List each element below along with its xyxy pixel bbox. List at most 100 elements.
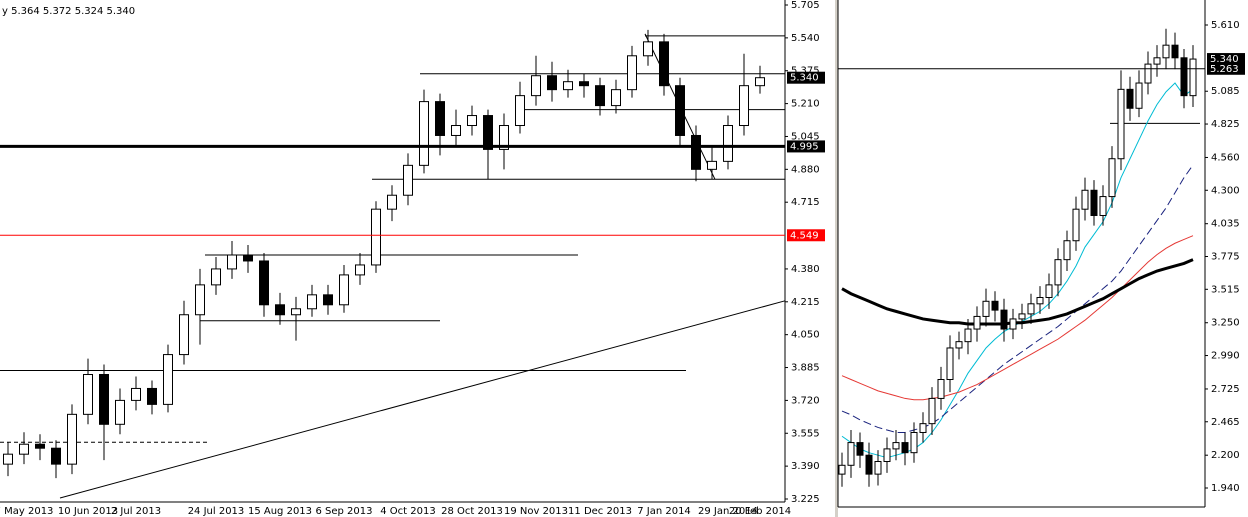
candle-body (51, 447, 61, 465)
y-tick-label: 4.825 (1211, 119, 1240, 130)
price-label-box (787, 229, 825, 242)
candle-body (1108, 158, 1116, 198)
price-label: 5.263 (1210, 64, 1239, 75)
candle-body (723, 125, 733, 162)
candle-body (847, 442, 855, 466)
candle-body (1036, 297, 1044, 305)
y-tick-label: 1.940 (1211, 483, 1240, 494)
candle-body (928, 397, 936, 425)
y-tick-label: 5.705 (791, 0, 820, 11)
candle-body (195, 284, 205, 316)
price-label: 5.340 (790, 73, 819, 84)
y-tick-label: 4.880 (791, 164, 820, 175)
panel-separator (835, 0, 838, 517)
candle-body (883, 448, 891, 463)
candle-body (691, 134, 701, 170)
candle-body (1018, 313, 1026, 320)
x-tick-label: 7 Jan 2014 (637, 506, 691, 517)
y-tick-label: 3.555 (791, 428, 820, 439)
candle-body (371, 208, 381, 266)
candle-body (179, 314, 189, 356)
candle-body (163, 354, 173, 405)
candle-body (973, 315, 981, 330)
candle-body (547, 75, 557, 91)
y-tick-label: 3.720 (791, 395, 820, 406)
price-label: 4.995 (790, 141, 819, 152)
candle-body (227, 254, 237, 270)
y-tick-label: 4.050 (791, 330, 820, 341)
candle-body (1144, 63, 1152, 84)
candle-body (67, 413, 77, 465)
candle-body (515, 95, 525, 127)
candle-body (1162, 44, 1170, 59)
candle-body (1045, 284, 1053, 299)
candle-body (355, 264, 365, 276)
y-tick-label: 2.465 (1211, 417, 1240, 428)
candle-body (865, 454, 873, 475)
candle-body (1054, 259, 1062, 286)
candle-body (435, 101, 445, 136)
candle-body (1153, 57, 1161, 65)
candle-body (1009, 318, 1017, 330)
moving-average (841, 164, 1194, 433)
candle-body (1000, 309, 1008, 330)
candle-body (323, 294, 333, 306)
candle-body (838, 464, 846, 475)
candle-body (243, 254, 253, 262)
candle-body (595, 85, 605, 107)
y-tick-label: 5.210 (791, 99, 820, 110)
candle-body (946, 347, 954, 381)
candle-body (1027, 303, 1035, 315)
candle-body (982, 300, 990, 317)
candle-body (659, 41, 669, 87)
y-tick-label: 4.380 (791, 264, 820, 275)
candle-body (892, 442, 900, 450)
candle-body (83, 374, 93, 415)
candle-body (99, 374, 109, 425)
candle-body (1135, 82, 1143, 109)
y-tick-label: 3.250 (1211, 318, 1240, 329)
candle-body (211, 268, 221, 286)
candle-body (874, 461, 882, 475)
price-label-box (787, 140, 825, 153)
candle-body (1189, 58, 1197, 97)
price-label-box (787, 71, 825, 84)
candle-body (964, 328, 972, 343)
y-tick-label: 3.885 (791, 363, 820, 374)
candle-body (919, 423, 927, 433)
trendline (59, 300, 786, 499)
y-tick-label: 2.990 (1211, 351, 1240, 362)
symbol-header: y 5.364 5.372 5.324 5.340 (2, 6, 135, 17)
candle-body (451, 125, 461, 136)
candle-body (1117, 88, 1125, 160)
x-tick-label: 15 Aug 2013 (248, 506, 312, 517)
moving-average (841, 258, 1194, 326)
candle-body (643, 41, 653, 57)
candle-body (611, 89, 621, 107)
candle-body (259, 260, 269, 306)
candle-body (955, 341, 963, 349)
x-tick-label: 7 May 2013 (0, 506, 53, 517)
y-tick-label: 2.725 (1211, 384, 1240, 395)
y-tick-label: 5.540 (791, 33, 820, 44)
candle-body (579, 81, 589, 87)
candle-body (291, 308, 301, 316)
price-label-box (1207, 62, 1245, 75)
x-tick-label: 28 Oct 2013 (441, 506, 503, 517)
candle-body (675, 85, 685, 136)
candle-body (3, 453, 13, 465)
candle-body (387, 194, 397, 210)
x-tick-label: 24 Jul 2013 (188, 506, 245, 517)
y-tick-label: 5.375 (791, 66, 820, 77)
candle-body (707, 160, 717, 170)
candle-body (991, 300, 999, 311)
x-tick-label: 29 Jan 2014 (698, 506, 758, 517)
price-label: 4.549 (790, 230, 819, 241)
y-tick-label: 4.560 (1211, 152, 1240, 163)
candle-body (1081, 189, 1089, 210)
x-tick-label: 2 Jul 2013 (111, 506, 161, 517)
y-tick-label: 5.045 (791, 131, 820, 142)
candle-body (563, 81, 573, 91)
x-tick-label: 10 Jun 2013 (58, 506, 118, 517)
